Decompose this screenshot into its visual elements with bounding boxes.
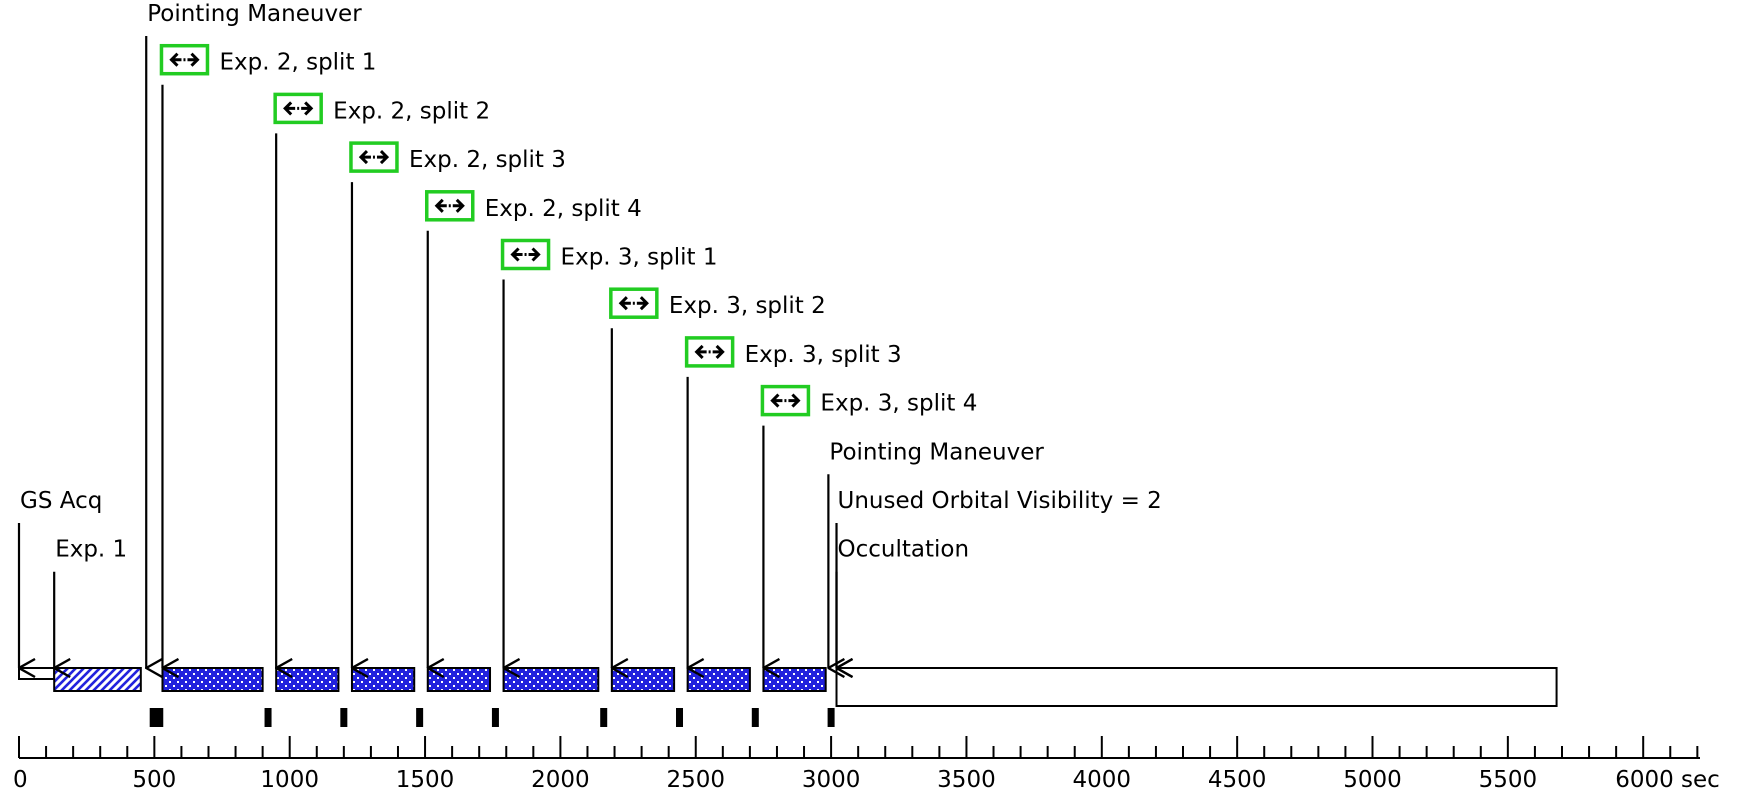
- event-marker: [264, 708, 272, 727]
- axis-tick-label: 2500: [666, 767, 725, 793]
- event-label: Occultation: [838, 537, 970, 563]
- double-arrow-icon: [694, 344, 725, 359]
- axis-tick-label: 2000: [531, 767, 590, 793]
- event-annotations: GS Acq Exp. 1 Pointing Maneuver Exp. 2, spl…: [17, 1, 1162, 669]
- axis-tick-label: 500: [132, 767, 176, 793]
- event-label: Exp. 2, split 1: [219, 50, 376, 76]
- event-marker: [600, 708, 608, 727]
- event-label: Exp. 2, split 2: [333, 98, 490, 124]
- axis-tick-label: 0: [13, 767, 28, 793]
- double-arrow-icon: [770, 393, 801, 408]
- exp-2-split-2-block: [275, 667, 340, 692]
- exp-3-split-4-block: [762, 667, 827, 692]
- double-arrow-icon: [434, 198, 465, 213]
- split-marker-icon: [349, 141, 399, 173]
- axis-tick-label: 5000: [1343, 767, 1402, 793]
- event-10: Exp. 3, split 4: [760, 384, 977, 668]
- double-arrow-dot: [710, 348, 713, 355]
- event-label: Exp. 3, split 2: [669, 293, 826, 319]
- axis-tick-label: 3000: [802, 767, 861, 793]
- exp-3-split-2-block: [610, 667, 676, 692]
- event-7: Exp. 3, split 1: [500, 238, 718, 669]
- double-arrow-dot: [634, 300, 637, 307]
- event-marker: [491, 708, 499, 727]
- event-marker: [340, 708, 348, 727]
- event-label: Exp. 3, split 1: [561, 245, 718, 271]
- double-arrow-dot: [786, 397, 789, 404]
- axis-tick-label: 1500: [396, 767, 455, 793]
- event-marker: [827, 708, 835, 727]
- event-12: Unused Orbital Visibility = 2: [835, 488, 1162, 668]
- axis-tick-label: 6000 sec: [1615, 767, 1720, 793]
- double-arrow-dot: [450, 202, 453, 209]
- axis-tick-label: 4000: [1073, 767, 1132, 793]
- axis-tick-label: 4500: [1208, 767, 1267, 793]
- event-9: Exp. 3, split 3: [684, 336, 902, 668]
- exp-3-split-1-block: [502, 667, 600, 692]
- double-arrow-dot: [706, 348, 709, 355]
- event-marker: [751, 708, 759, 727]
- double-arrow-dot: [295, 105, 298, 112]
- double-arrow-icon: [169, 52, 200, 67]
- event-13: Occultation: [835, 537, 970, 668]
- axis-tick-label: 3500: [937, 767, 996, 793]
- activity-blocks: [18, 667, 1558, 707]
- event-marker: [416, 708, 424, 727]
- event-label: Exp. 2, split 4: [485, 196, 642, 222]
- double-arrow-dot: [446, 202, 449, 209]
- event-label: Exp. 3, split 4: [820, 391, 977, 417]
- exp-1-block: [53, 667, 142, 692]
- double-arrow-icon: [618, 296, 649, 311]
- event-5: Exp. 2, split 3: [349, 141, 566, 668]
- double-arrow-dot: [782, 397, 785, 404]
- event-label: Unused Orbital Visibility = 2: [838, 488, 1162, 514]
- event-label: GS Acq: [20, 488, 102, 514]
- event-label: Exp. 1: [55, 537, 127, 563]
- event-marker: [676, 708, 684, 727]
- double-arrow-dot: [526, 251, 529, 258]
- event-label: Pointing Maneuver: [829, 439, 1044, 465]
- event-markers: [149, 708, 835, 727]
- double-arrow-dot: [630, 300, 633, 307]
- event-3: Exp. 2, split 1: [159, 43, 376, 668]
- event-label: Exp. 2, split 3: [409, 147, 566, 173]
- gs-acq-block: [18, 667, 56, 680]
- event-0: GS Acq: [17, 488, 102, 668]
- time-axis: 0 500 1000 1500 2000 2500 3000 3500 4000 4500 5000…: [13, 736, 1720, 793]
- event-11: Pointing Maneuver: [827, 439, 1044, 668]
- exp-3-split-3-block: [686, 667, 751, 692]
- double-arrow-dot: [522, 251, 525, 258]
- event-2: Pointing Maneuver: [145, 1, 362, 668]
- exp-2-split-1-block: [161, 667, 264, 692]
- exp-2-split-3-block: [350, 667, 416, 692]
- event-label: Pointing Maneuver: [147, 1, 362, 27]
- exp-2-split-4-block: [426, 667, 492, 692]
- double-arrow-dot: [374, 154, 377, 161]
- split-marker-icon: [684, 336, 735, 368]
- event-4: Exp. 2, split 2: [273, 92, 490, 668]
- double-arrow-icon: [358, 150, 390, 165]
- event-1: Exp. 1: [53, 537, 127, 668]
- occultation-block: [835, 667, 1558, 707]
- event-marker: [156, 708, 164, 727]
- event-6: Exp. 2, split 4: [425, 190, 642, 668]
- double-arrow-dot: [181, 56, 184, 63]
- event-8: Exp. 3, split 2: [609, 287, 826, 668]
- double-arrow-dot: [370, 154, 373, 161]
- axis-tick-label: 1000: [260, 767, 319, 793]
- double-arrow-icon: [283, 101, 314, 116]
- axis-tick-label: 5500: [1479, 767, 1538, 793]
- event-label: Exp. 3, split 3: [745, 342, 902, 368]
- double-arrow-dot: [185, 56, 188, 63]
- double-arrow-icon: [510, 247, 541, 262]
- double-arrow-dot: [299, 105, 302, 112]
